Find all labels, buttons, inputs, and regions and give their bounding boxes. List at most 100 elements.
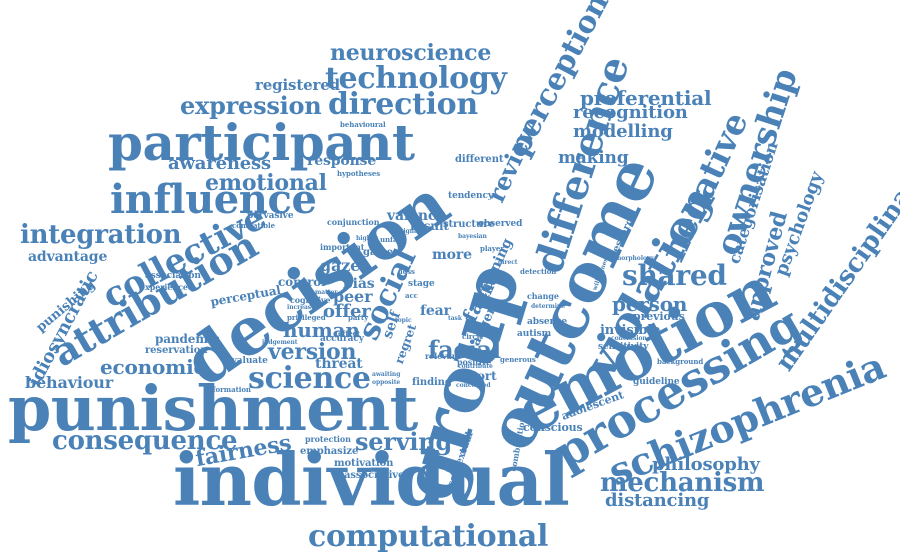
word-gaze: gaze (320, 256, 361, 275)
word-positive: positive (457, 357, 492, 367)
word-associative: associative (344, 470, 405, 481)
word-autism: autism (517, 329, 552, 339)
word-individual: individual (173, 437, 570, 522)
word-human: human (283, 318, 360, 342)
word-more: more (432, 247, 472, 263)
word-computational: computational (308, 519, 549, 554)
word-party: party (348, 313, 369, 322)
word-punishment: punishment (8, 372, 418, 445)
word-tendency: tendency (448, 191, 493, 201)
word-increase: increase (287, 304, 315, 311)
word-philosophy: philosophy (652, 454, 760, 475)
word-privileged: privileged (287, 313, 326, 322)
word-acc: acc (405, 291, 418, 300)
word-determine: determine (531, 303, 566, 310)
word-direct: direct (498, 259, 518, 266)
word-different: different (455, 154, 504, 165)
word-threat: threat (315, 356, 363, 372)
word-evaluate: evaluate (226, 356, 268, 366)
word-conjunction: conjunction (327, 217, 380, 227)
word-association: association (145, 271, 201, 281)
word-previous: previous (633, 310, 685, 323)
word-opposite: opposite (372, 379, 401, 386)
word-judgement: judgement (262, 339, 298, 346)
word-player: player (480, 244, 504, 253)
word-report: report (455, 369, 497, 383)
word-modelling: modelling (573, 121, 673, 142)
word-neuroscience: neuroscience (330, 40, 492, 66)
word-game: game (363, 247, 394, 258)
word-technology: technology (325, 61, 507, 96)
word-structure: structure (443, 219, 495, 230)
word-fear: fear (420, 303, 451, 319)
word-emphasize: emphasize (300, 446, 359, 457)
word-registered: registered (255, 76, 340, 94)
word-absence: absence (527, 317, 568, 327)
word-distancing: distancing (605, 490, 710, 511)
word-unfair: unfair (380, 235, 404, 244)
word-valence: valence (387, 208, 446, 224)
word-science: science (248, 361, 371, 396)
word-matter: matter (315, 289, 338, 296)
word-bias: bias (343, 276, 375, 292)
word-higher: higher (356, 235, 378, 242)
word-economic: economic (100, 355, 206, 379)
word-integration: integration (20, 220, 182, 250)
word-participant: participant (108, 113, 415, 172)
word-preferential: preferential (580, 86, 712, 110)
word-advantage: advantage (28, 249, 108, 265)
word-generous: generous (500, 355, 536, 364)
word-pandemic: pandemic (155, 332, 220, 346)
word-task: task (448, 315, 462, 322)
word-cognitive: cognitive (290, 295, 331, 305)
word-observed: observed (478, 219, 523, 229)
word-consequence: consequence (52, 426, 238, 456)
word-effect: effect (338, 329, 361, 338)
word-recognition: recognition (573, 102, 688, 123)
word-concerned: concerned (456, 382, 491, 389)
word-direction: direction (328, 87, 478, 122)
word-awaiting: awaiting (372, 371, 401, 378)
word-expression: expression (180, 91, 322, 120)
word-person: person (612, 292, 688, 316)
word-invisible: invisible (600, 323, 661, 338)
word-facial: facial (428, 335, 501, 364)
word-share: share (460, 345, 482, 354)
word-control: control (278, 275, 326, 289)
word-detection: detection (520, 267, 557, 276)
word-conscious: conscious (523, 421, 583, 434)
word-change: change (527, 291, 559, 301)
word-circle: circle (462, 332, 484, 341)
word-awareness: awareness (168, 153, 271, 174)
word-finding: finding (412, 377, 452, 388)
word-serving: serving (355, 427, 453, 456)
word-compatible: compatible (232, 221, 275, 230)
word-bayesian: bayesian (458, 233, 487, 240)
word-result: result (410, 219, 449, 233)
word-reservation: reservation (145, 345, 208, 356)
word-response: response (307, 153, 377, 169)
word-offer: offer (323, 301, 371, 322)
word-pervasive: pervasive (247, 211, 294, 221)
word-sensitivity: sensitivity (598, 342, 649, 352)
word-important: important (320, 242, 365, 252)
word-experienced: experienced (140, 282, 194, 292)
word-behaviour: behaviour (25, 373, 114, 392)
word-guideline: guideline (633, 377, 680, 387)
word-stage: stage (408, 279, 435, 289)
word-behavioural: behavioural (340, 120, 386, 129)
word-influence: influence (110, 176, 317, 223)
word-peer: peer (333, 287, 373, 306)
word-information: information (205, 385, 251, 394)
word-conclusion: conclusion (611, 335, 647, 342)
word-mechanism: mechanism (600, 468, 765, 498)
word-relevant: relevant (425, 351, 462, 361)
word-morphology: morphology (615, 255, 655, 262)
word-motivation: motivation (334, 458, 394, 469)
word-hypotheses: hypotheses (337, 169, 381, 178)
word-signal: signal (400, 228, 421, 235)
word-loss: loss (400, 267, 415, 276)
word-accuracy: accuracy (320, 334, 364, 344)
word-background: background (657, 357, 704, 366)
